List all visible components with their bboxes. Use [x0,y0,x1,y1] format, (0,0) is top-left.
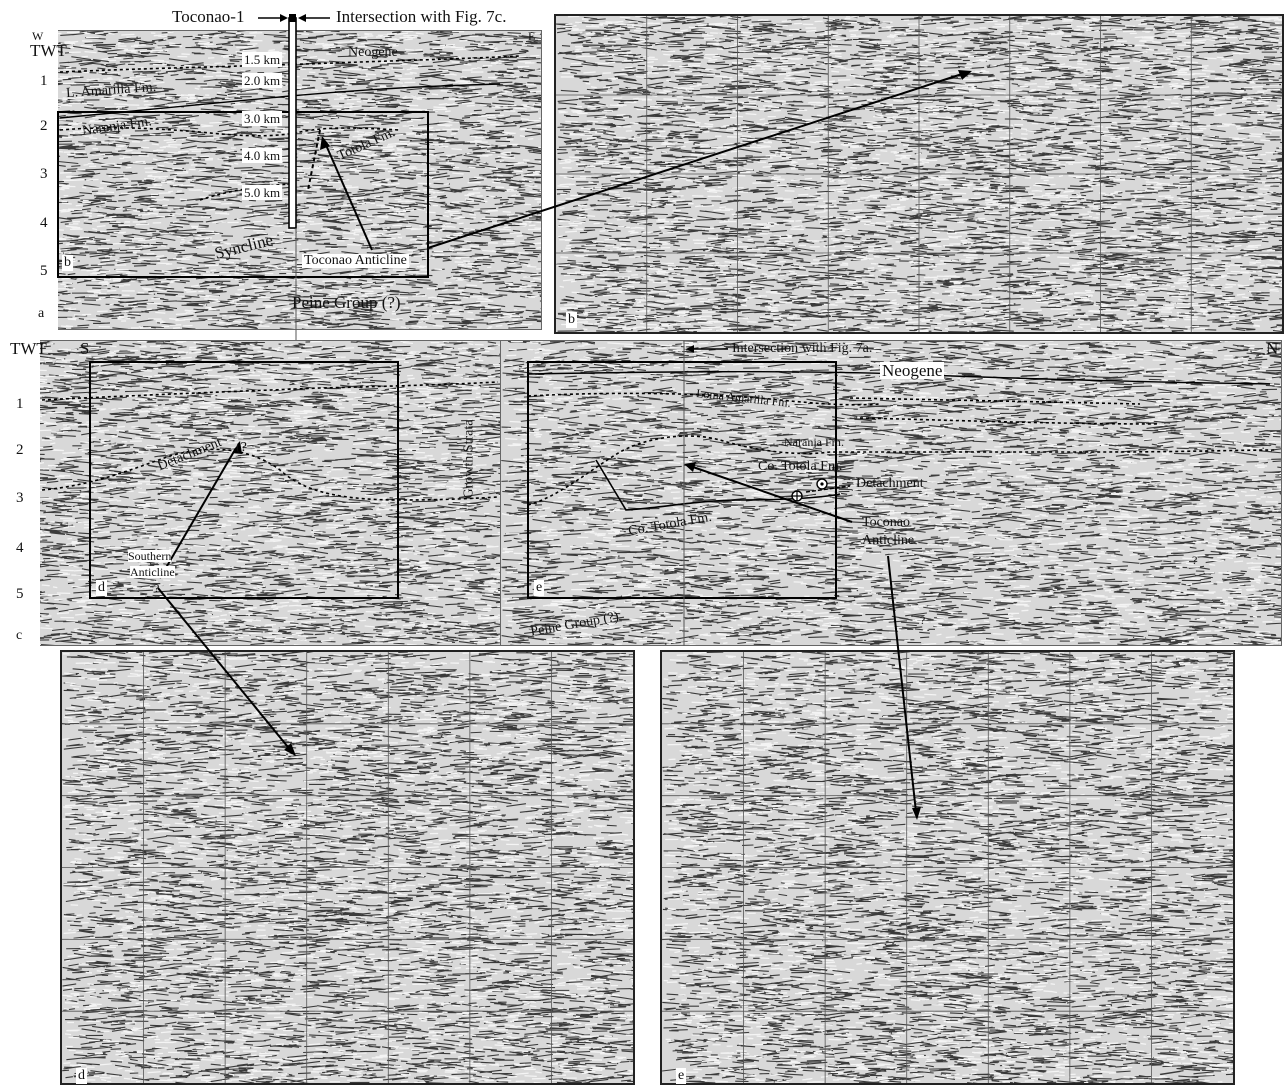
seismic-noise-c2 [501,341,1281,645]
formation-neogene: Neogene [348,45,398,60]
label-question-right-2: ? [920,613,926,627]
compass-north: N [1266,339,1279,358]
twt-tick: 2 [40,118,48,134]
seismic-texture [9,341,501,645]
panel-c-left-seismic [8,340,502,646]
panel-e-seismic [660,650,1235,1085]
seismic-noise-a [29,31,541,329]
well-label: Toconao-1 [172,7,245,26]
axis-title-twt-a: TWT [30,41,67,60]
depth-mark: 4.0 km [242,148,283,163]
label-peine-group-a: Peine Group (?) [292,293,401,312]
label-question-southern: ? [154,581,160,595]
seismic-noise-c1 [9,341,501,645]
label-question-left: (? [236,440,247,455]
depth-mark: 5.0 km [242,185,283,200]
label-toconao-anticline-c: Anticline [862,533,915,548]
panel-letter-c: c [14,628,25,644]
label-neogene-c: Neogene [880,361,945,380]
depth-mark: 1.5 km [242,52,283,67]
compass-east: E [528,29,536,43]
label-detachment-right: Detachment [856,476,924,491]
seismic-texture [662,652,1233,1083]
label-naranja-c: Naranja Fm. [784,435,844,449]
twt-tick: 1 [16,396,24,412]
label-southern: Southern [128,549,172,563]
depth-mark: 2.0 km [242,73,283,88]
twt-tick: 2 [16,442,24,458]
seismic-texture [501,341,1281,645]
twt-tick: 3 [40,166,48,182]
panel-letter-e: e [676,1068,687,1084]
seismic-noise-e [662,652,1233,1083]
twt-tick: 4 [16,540,24,556]
label-growth-strata: Growth Strata [461,419,477,499]
label-co-totola-upper: Co. Totola Fm. [758,459,843,474]
twt-tick: 4 [40,215,48,231]
panel-letter-d-inset: d [96,580,107,596]
seismic-texture [29,31,541,329]
intersection-label-top: Intersection with Fig. 7c. [336,7,507,26]
panel-letter-b-inset: b [62,255,73,271]
panel-letter-e-inset: e [534,580,545,596]
panel-a-seismic [28,30,542,330]
seismic-texture [62,652,633,1083]
label-anticline-southern: Anticline [130,565,175,579]
axis-title-twt-c: TWT [10,339,47,358]
label-toconao-anticline-a: Toconao Anticline [302,253,409,268]
panel-letter-d: d [76,1068,87,1084]
seismic-noise-b [556,16,1282,332]
twt-tick: 5 [16,586,24,602]
panel-d-seismic [60,650,635,1085]
twt-tick: 3 [16,490,24,506]
panel-letter-a: a [36,306,47,322]
compass-west: W [32,29,44,43]
seismic-noise-d [62,652,633,1083]
label-question-right-1: ? [1192,553,1198,567]
intersection-label-middle: Intersection with Fig. 7a. [732,341,873,356]
compass-south: S [80,339,90,358]
twt-tick: 1 [40,73,48,89]
twt-tick: 5 [40,263,48,279]
panel-b-seismic [554,14,1284,334]
panel-letter-b: b [566,312,577,328]
panel-c-right-seismic [500,340,1282,646]
depth-mark: 3.0 km [242,111,283,126]
label-toconao: Toconao [862,515,911,530]
seismic-texture [556,16,1282,332]
